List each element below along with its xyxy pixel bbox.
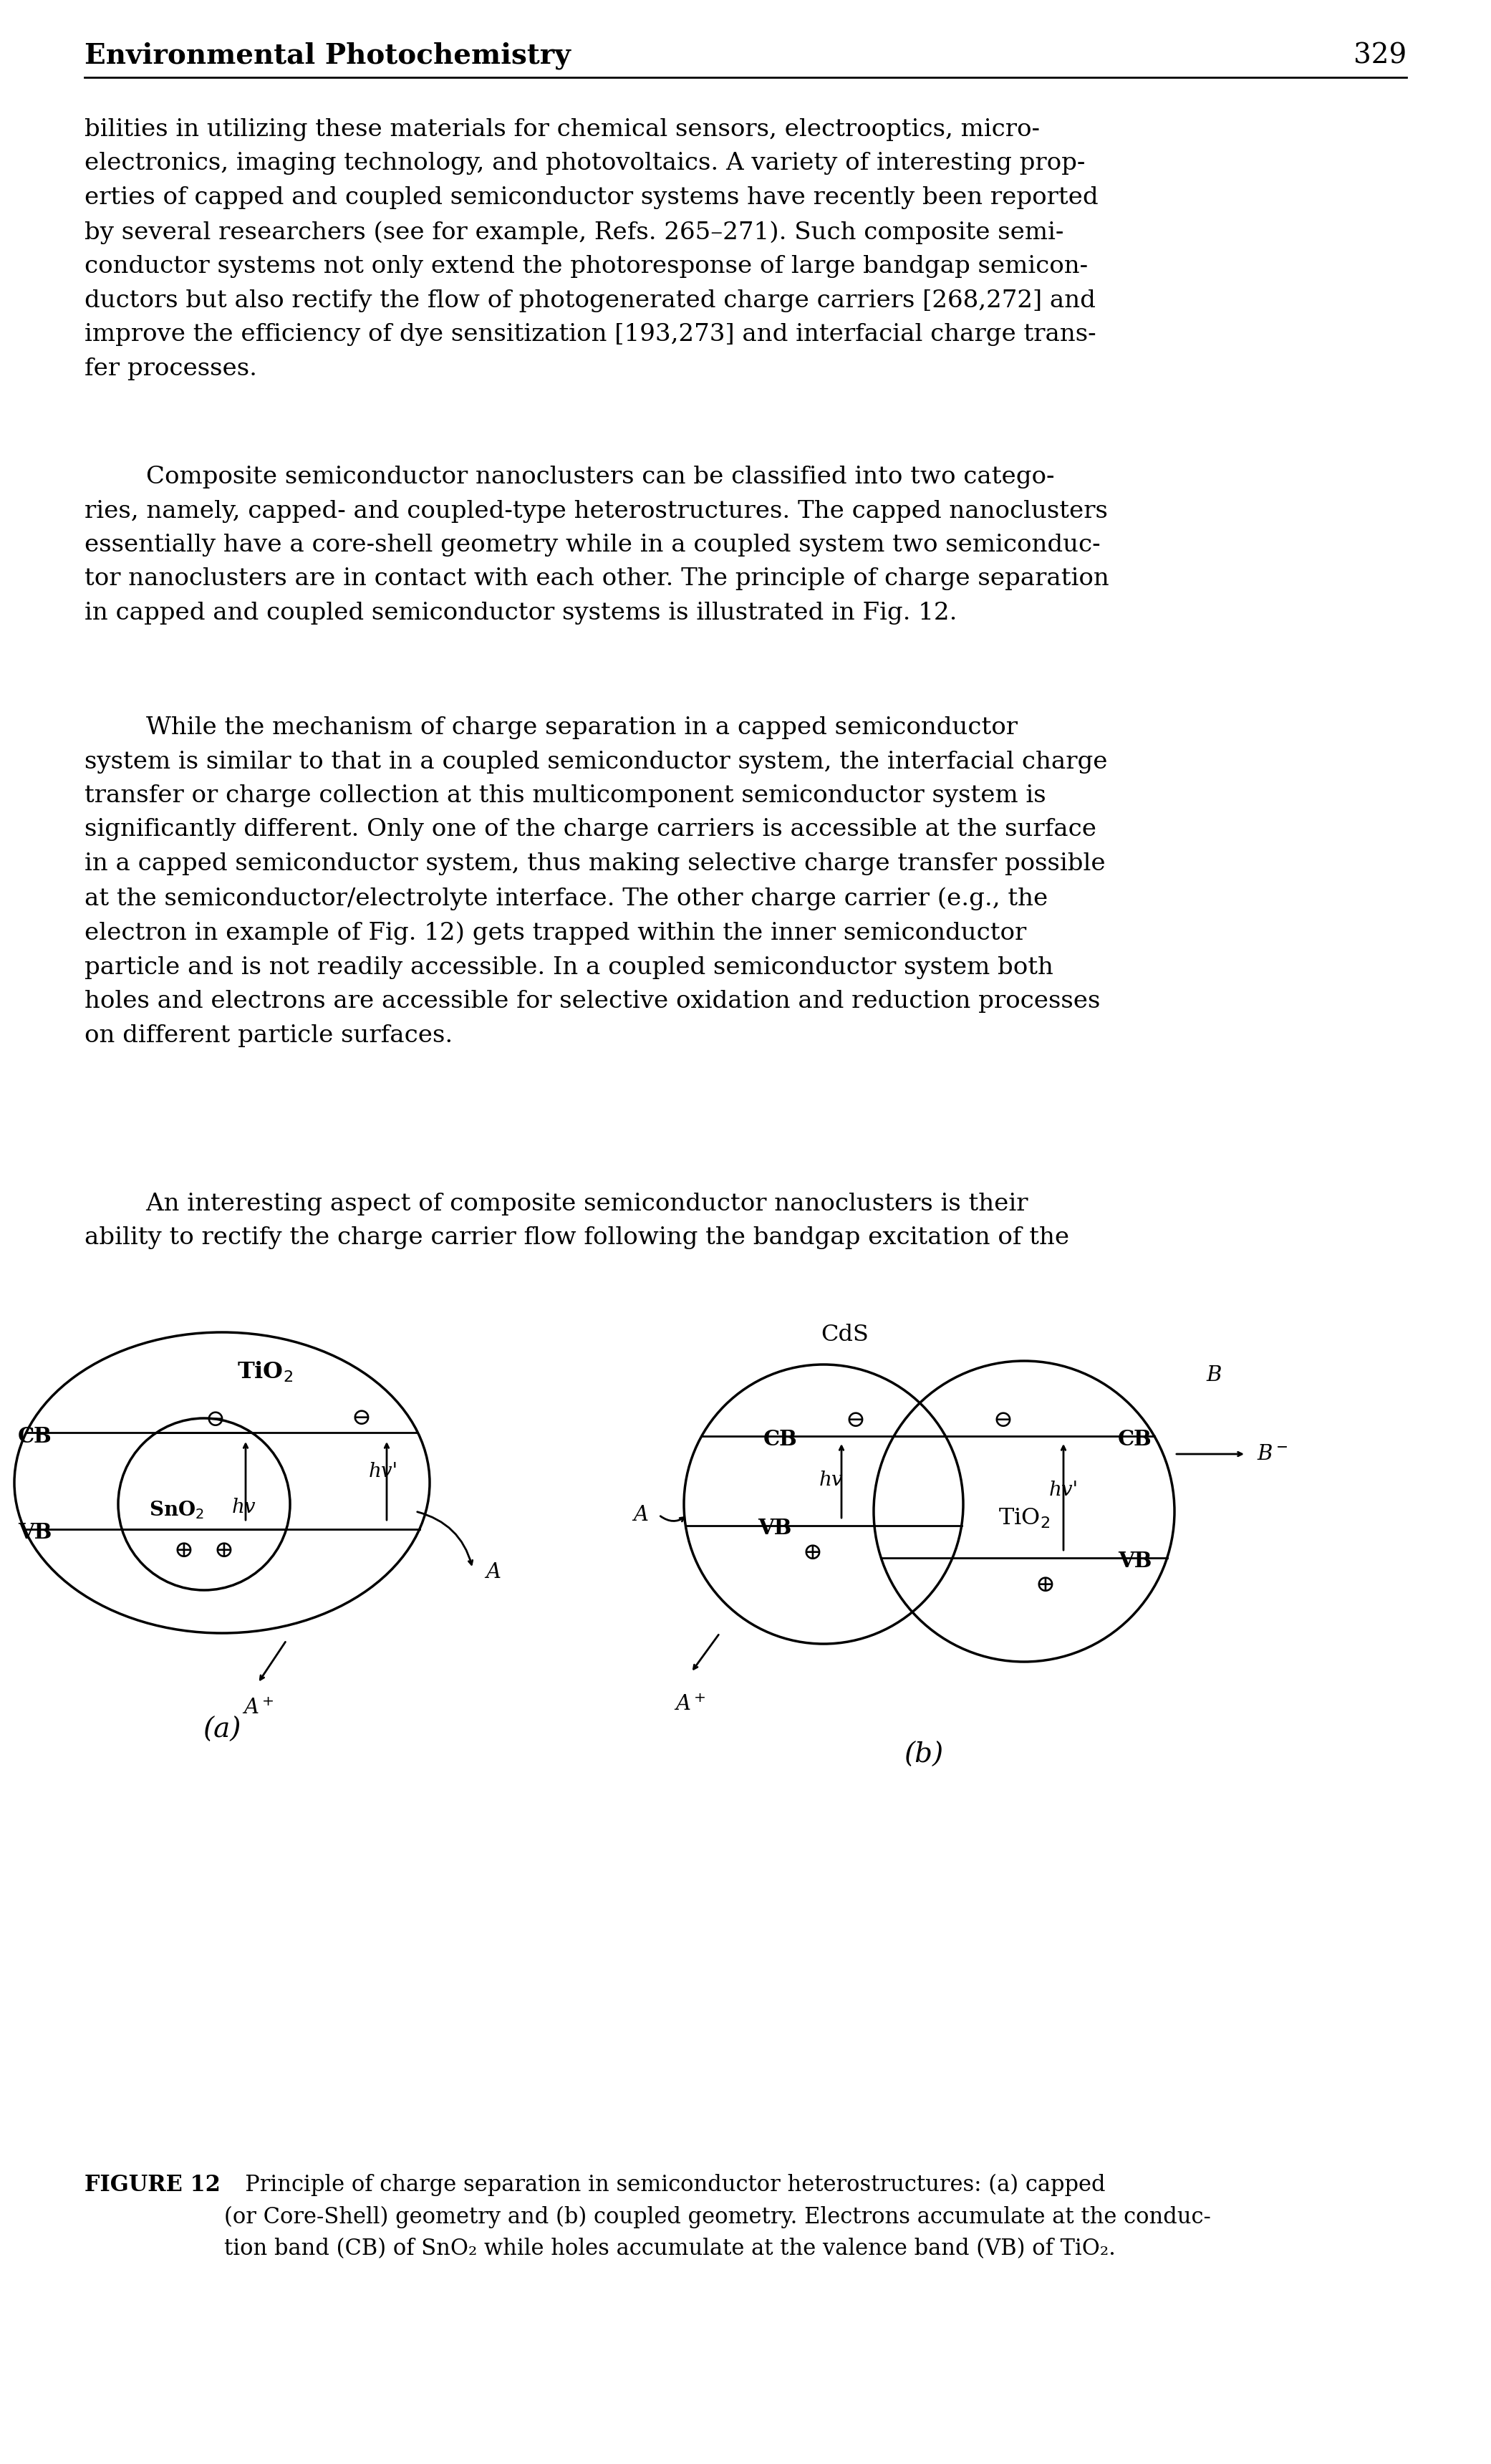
Text: ⊖: ⊖ xyxy=(993,1409,1012,1432)
Text: A: A xyxy=(634,1506,649,1525)
Text: ⊖: ⊖ xyxy=(352,1407,371,1429)
Text: TiO$_2$: TiO$_2$ xyxy=(237,1360,292,1385)
Text: CdS: CdS xyxy=(822,1323,869,1345)
Text: Composite semiconductor nanoclusters can be classified into two catego-
ries, na: Composite semiconductor nanoclusters can… xyxy=(85,466,1109,623)
Text: FIGURE 12: FIGURE 12 xyxy=(85,2173,221,2195)
Text: VB: VB xyxy=(18,1523,52,1542)
Text: B: B xyxy=(1206,1365,1221,1385)
Text: hv': hv' xyxy=(1048,1481,1078,1501)
Text: ⊕: ⊕ xyxy=(1036,1574,1056,1597)
Text: A$^+$: A$^+$ xyxy=(674,1695,705,1715)
Text: Principle of charge separation in semiconductor heterostructures: (a) capped
(or: Principle of charge separation in semico… xyxy=(224,2173,1211,2259)
Text: SnO$_2$: SnO$_2$ xyxy=(149,1498,204,1520)
Text: While the mechanism of charge separation in a capped semiconductor
system is sim: While the mechanism of charge separation… xyxy=(85,717,1108,1047)
Text: A: A xyxy=(486,1562,501,1582)
Text: VB: VB xyxy=(1118,1550,1153,1572)
Text: ⊖: ⊖ xyxy=(845,1409,866,1432)
Text: TiO$_2$: TiO$_2$ xyxy=(999,1508,1050,1530)
Text: hv': hv' xyxy=(368,1461,398,1481)
Text: Environmental Photochemistry: Environmental Photochemistry xyxy=(85,42,571,69)
Text: CB: CB xyxy=(1118,1429,1153,1449)
Text: A$^+$: A$^+$ xyxy=(242,1698,274,1717)
Text: CB: CB xyxy=(18,1427,52,1446)
Text: CB: CB xyxy=(763,1429,798,1449)
Text: (b): (b) xyxy=(904,1742,944,1769)
Text: hv: hv xyxy=(231,1498,255,1518)
Text: ⊕: ⊕ xyxy=(802,1542,823,1565)
Text: ⊖: ⊖ xyxy=(204,1409,225,1432)
Text: B$^-$: B$^-$ xyxy=(1257,1444,1288,1464)
Text: bilities in utilizing these materials for chemical sensors, electrooptics, micro: bilities in utilizing these materials fo… xyxy=(85,118,1099,379)
Text: hv: hv xyxy=(819,1471,842,1491)
Text: ⊕: ⊕ xyxy=(215,1540,234,1562)
Text: 329: 329 xyxy=(1354,42,1406,69)
Text: ⊕: ⊕ xyxy=(174,1540,194,1562)
Text: (a): (a) xyxy=(203,1717,242,1742)
Text: An interesting aspect of composite semiconductor nanoclusters is their
ability t: An interesting aspect of composite semic… xyxy=(85,1193,1069,1249)
Text: VB: VB xyxy=(757,1518,792,1540)
